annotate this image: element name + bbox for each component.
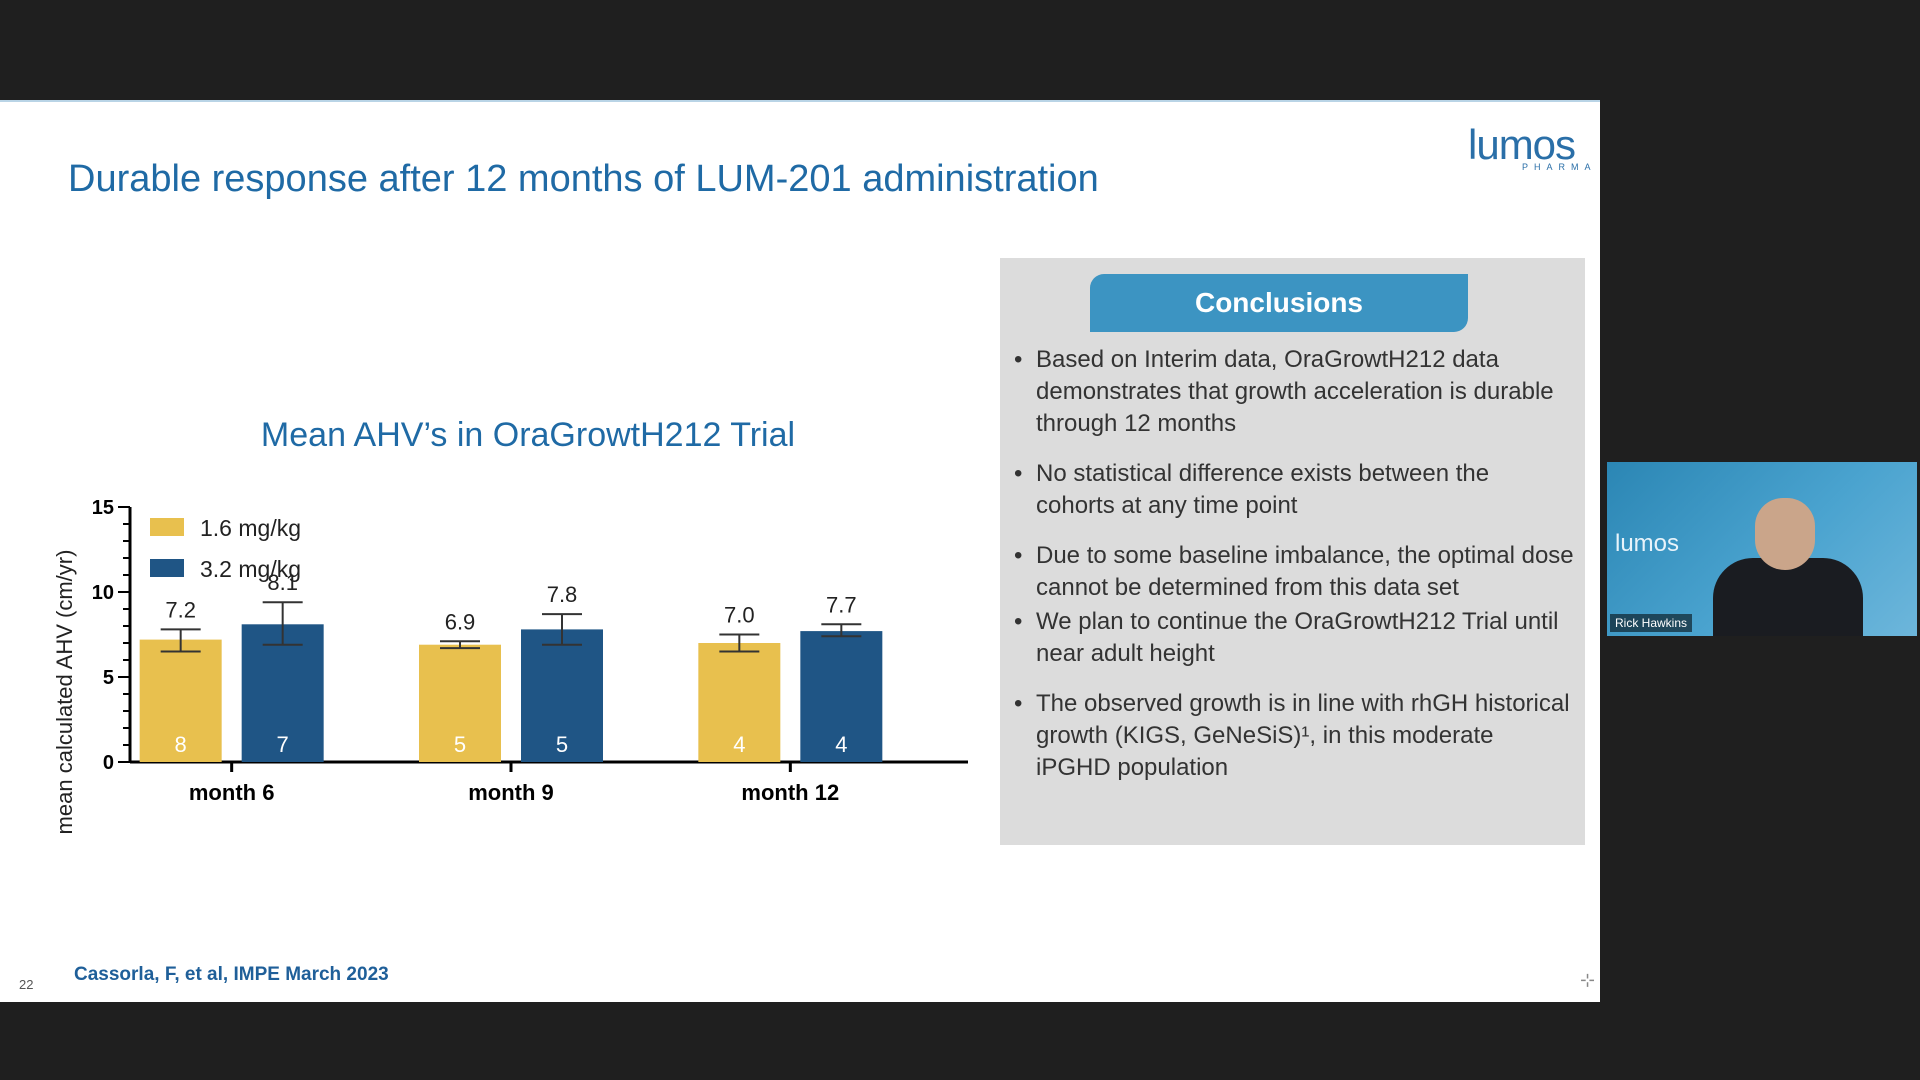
presentation-slide: Durable response after 12 months of LUM-… xyxy=(0,100,1600,1002)
logo-subtitle: PHARMA xyxy=(1522,162,1597,172)
chart-legend: 1.6 mg/kg 3.2 mg/kg xyxy=(150,515,301,582)
data-label: 7.2 xyxy=(165,597,196,622)
y-tick-label: 5 xyxy=(103,667,114,689)
x-tick-label: month 9 xyxy=(468,780,554,805)
x-tick-label: month 6 xyxy=(189,780,275,805)
conclusions-list: • Based on Interim data, OraGrowtH212 dat… xyxy=(1014,344,1574,784)
bullet-dot-icon: • xyxy=(1014,346,1023,373)
conclusion-bullet: • The observed growth is in line with rhG… xyxy=(1014,688,1574,784)
n-label: 7 xyxy=(277,732,289,757)
bullet-dot-icon: • xyxy=(1014,608,1023,635)
lumos-pharma-logo: lumos PHARMA xyxy=(1468,120,1598,180)
bar xyxy=(800,631,883,762)
bar xyxy=(241,624,324,762)
data-label: 6.9 xyxy=(445,609,476,634)
video-background-logo: lumos xyxy=(1615,530,1680,557)
y-tick-label: 0 xyxy=(103,752,114,774)
bullet-dot-icon: • xyxy=(1014,460,1023,487)
conclusion-bullet: • Based on Interim data, OraGrowtH212 dat… xyxy=(1014,344,1574,440)
legend-label: 1.6 mg/kg xyxy=(200,515,301,541)
bullet-text: We plan to continue the OraGrowtH212 Tri… xyxy=(1036,608,1559,667)
chart-title: Mean AHV’s in OraGrowtH212 Trial xyxy=(261,416,795,454)
conclusions-header: Conclusions xyxy=(1090,274,1468,332)
n-label: 5 xyxy=(556,732,568,757)
bullet-text: No statistical difference exists between… xyxy=(1036,460,1490,519)
y-axis-label: mean calculated AHV (cm/yr) xyxy=(52,550,77,835)
bullet-text: The observed growth is in line with rhGH… xyxy=(1036,690,1570,781)
n-label: 4 xyxy=(733,732,745,757)
bullet-dot-icon: • xyxy=(1014,542,1023,569)
slide-number: 22 xyxy=(19,977,34,992)
chart-bars: 7.2 8 8.1 7 6.9 5 7.8 5 7.0 4 7.7 4 xyxy=(139,570,883,762)
n-label: 5 xyxy=(454,732,466,757)
participant-head xyxy=(1755,498,1815,570)
bar xyxy=(698,643,781,762)
conclusions-panel: Conclusions • Based on Interim data, OraG… xyxy=(1000,258,1585,845)
legend-label: 3.2 mg/kg xyxy=(200,556,301,582)
conclusion-bullet: • No statistical difference exists betwee… xyxy=(1014,458,1574,522)
citation: Cassorla, F, et al, IMPE March 2023 xyxy=(74,964,389,985)
y-tick-label: 10 xyxy=(92,582,114,604)
data-label: 7.8 xyxy=(547,582,578,607)
n-label: 4 xyxy=(835,732,847,757)
legend-swatch xyxy=(150,518,184,536)
bullet-text: Due to some baseline imbalance, the opti… xyxy=(1036,542,1574,601)
x-tick-label: month 12 xyxy=(741,780,839,805)
participant-body xyxy=(1713,558,1863,636)
bullet-dot-icon: • xyxy=(1014,690,1023,717)
data-label: 7.0 xyxy=(724,603,755,628)
participant-name-tag: Rick Hawkins xyxy=(1610,614,1693,632)
participant-video-tile[interactable]: lumos Rick Hawkins xyxy=(1607,462,1917,636)
n-label: 8 xyxy=(175,732,187,757)
crosshair-icon[interactable]: ⊹ xyxy=(1580,970,1596,990)
conclusion-bullet: • We plan to continue the OraGrowtH212 Tr… xyxy=(1014,606,1574,670)
bar xyxy=(521,629,603,762)
bar xyxy=(139,639,222,762)
slide-title: Durable response after 12 months of LUM-… xyxy=(68,158,1099,200)
logo-word: lumos xyxy=(1468,121,1576,168)
conclusion-bullet: • Due to some baseline imbalance, the opt… xyxy=(1014,540,1574,604)
legend-swatch xyxy=(150,559,184,577)
bar xyxy=(419,644,501,762)
bullet-text: Based on Interim data, OraGrowtH212 data… xyxy=(1036,346,1554,437)
y-tick-label: 15 xyxy=(92,497,114,519)
data-label: 8.1 xyxy=(267,570,298,595)
ahv-bar-chart: Mean AHV’s in OraGrowtH212 Trial mean ca… xyxy=(52,416,968,835)
data-label: 7.7 xyxy=(826,592,857,617)
